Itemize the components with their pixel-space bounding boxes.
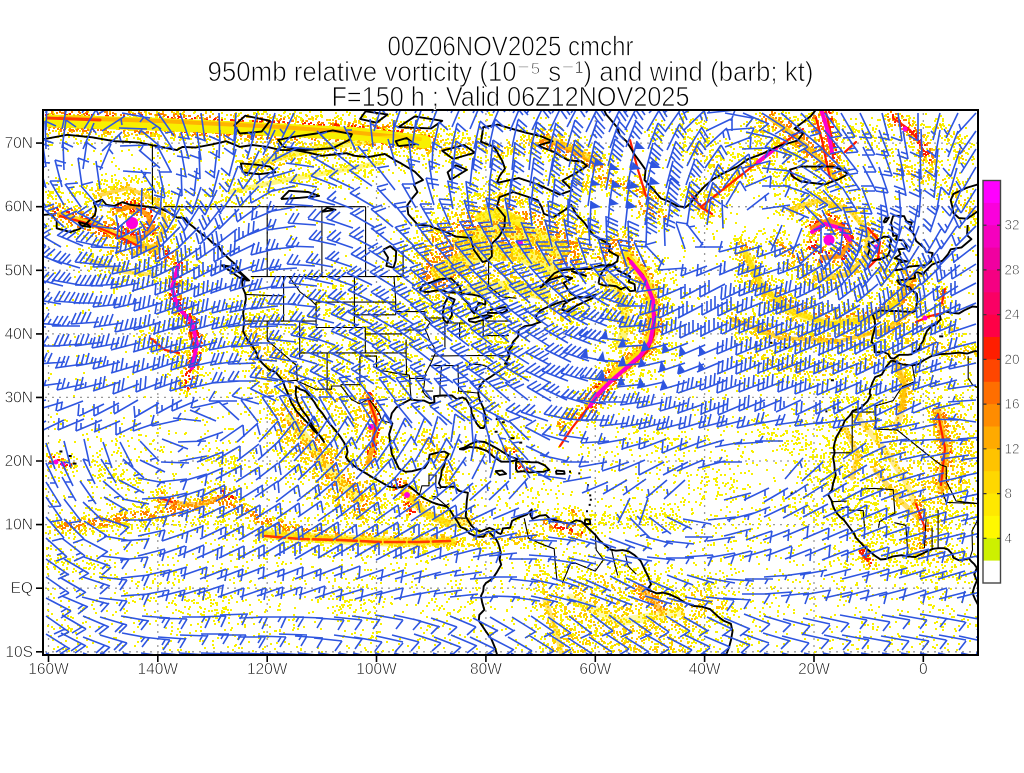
svg-text:20: 20 [1005,352,1020,367]
svg-text:140W: 140W [138,661,179,678]
svg-text:60W: 60W [579,661,611,678]
svg-text:28: 28 [1005,262,1020,277]
svg-text:12: 12 [1005,441,1020,456]
svg-text:16: 16 [1005,397,1020,412]
svg-text:40N: 40N [5,326,33,343]
svg-text:120W: 120W [247,661,288,678]
svg-text:60N: 60N [5,199,33,216]
svg-text:8: 8 [1005,486,1013,501]
svg-text:10S: 10S [5,644,33,661]
svg-text:30N: 30N [5,389,33,406]
svg-text:950mb relative vorticity (10⁻⁵: 950mb relative vorticity (10⁻⁵ s⁻¹) and … [208,56,814,87]
svg-text:50N: 50N [5,262,33,279]
svg-text:80W: 80W [470,661,502,678]
svg-text:EQ: EQ [11,580,33,597]
svg-text:24: 24 [1005,307,1021,322]
svg-text:20N: 20N [5,453,33,470]
svg-text:32: 32 [1005,218,1020,233]
svg-text:0: 0 [919,661,928,678]
svg-text:100W: 100W [356,661,397,678]
svg-text:4: 4 [1005,531,1013,546]
svg-text:00Z06NOV2025 cmchr: 00Z06NOV2025 cmchr [388,31,634,62]
svg-text:70N: 70N [5,135,33,152]
svg-text:40W: 40W [689,661,721,678]
svg-text:F=150 h ; Valid 06Z12NOV2025: F=150 h ; Valid 06Z12NOV2025 [332,81,690,112]
svg-text:10N: 10N [5,517,33,534]
svg-text:160W: 160W [28,661,69,678]
svg-text:20W: 20W [798,661,830,678]
